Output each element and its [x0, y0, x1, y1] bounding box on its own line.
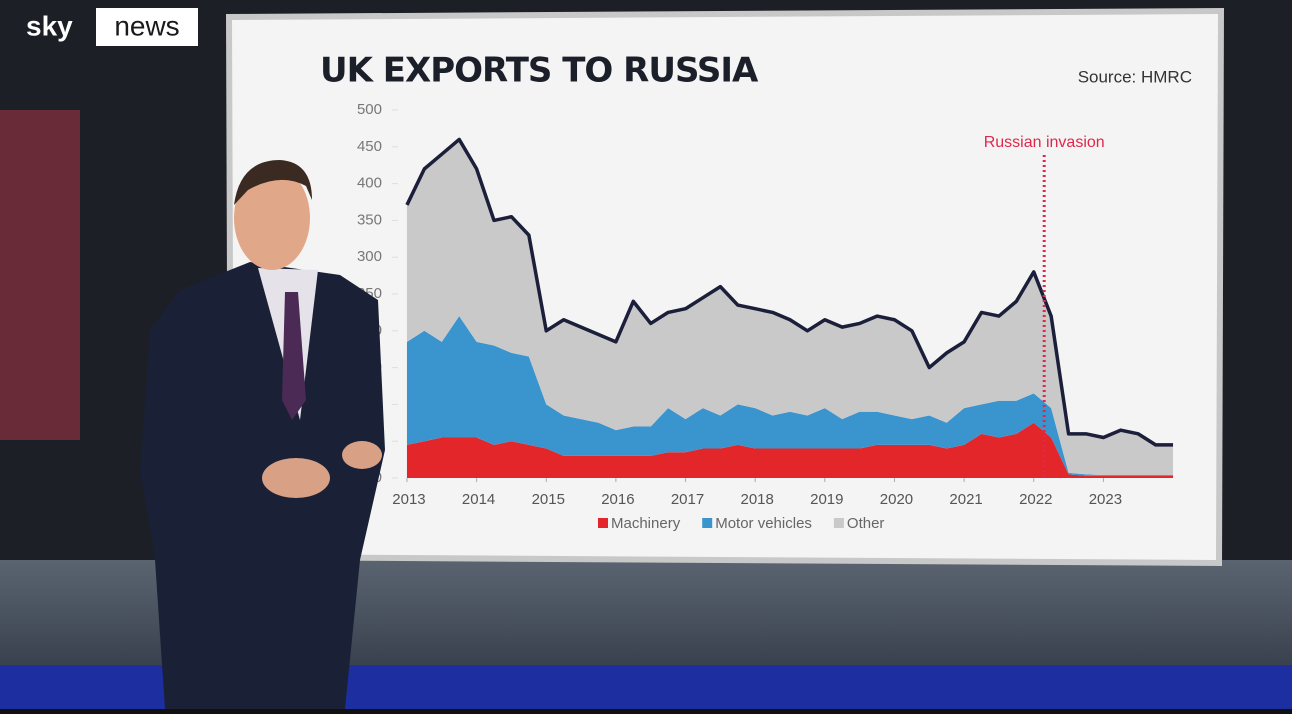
- logo-news: news: [114, 10, 179, 41]
- y-tick-label: 450: [357, 138, 382, 155]
- suit: [140, 262, 385, 709]
- x-tick-label: 2018: [740, 491, 773, 508]
- legend-swatch: [833, 518, 844, 528]
- legend-swatch: [702, 518, 713, 528]
- x-tick-label: 2015: [532, 491, 565, 508]
- presenter: [140, 160, 385, 709]
- x-tick-label: 2022: [1019, 491, 1052, 508]
- annotation-label: Russian invasion: [984, 134, 1105, 151]
- x-tick-label: 2016: [601, 491, 634, 508]
- y-tick-label: 500: [357, 101, 382, 118]
- area: [406, 422, 1174, 478]
- hair: [234, 160, 312, 205]
- area: [406, 139, 1174, 476]
- hand: [262, 458, 330, 498]
- legend-label: Other: [847, 515, 885, 532]
- x-tick-label: 2019: [810, 491, 843, 508]
- tie: [282, 292, 306, 420]
- logo-plate: [96, 8, 198, 46]
- legend-swatch: [598, 518, 608, 528]
- legend-label: Machinery: [611, 515, 681, 532]
- hand: [342, 441, 382, 469]
- legend-label: Motor vehicles: [715, 515, 812, 532]
- chart-title: UK EXPORTS TO RUSSIA: [320, 51, 759, 91]
- x-tick-label: 2013: [392, 491, 425, 508]
- y-tick-label: 350: [357, 211, 382, 228]
- area: [406, 316, 1174, 476]
- x-tick-label: 2020: [880, 491, 913, 508]
- x-tick-label: 2021: [949, 491, 982, 508]
- x-tick-label: 2017: [671, 491, 704, 508]
- chart: UK EXPORTS TO RUSSIA Source: HMRC 050100…: [320, 51, 1192, 532]
- source: Source: HMRC: [1078, 67, 1192, 86]
- logo-sky: sky: [26, 10, 73, 41]
- side-wall: [0, 110, 80, 440]
- x-tick-label: 2023: [1089, 491, 1122, 508]
- x-tick-label: 2014: [462, 491, 495, 508]
- head: [234, 166, 310, 270]
- y-tick-label: 400: [357, 175, 382, 192]
- y-tick-label: 300: [357, 248, 382, 265]
